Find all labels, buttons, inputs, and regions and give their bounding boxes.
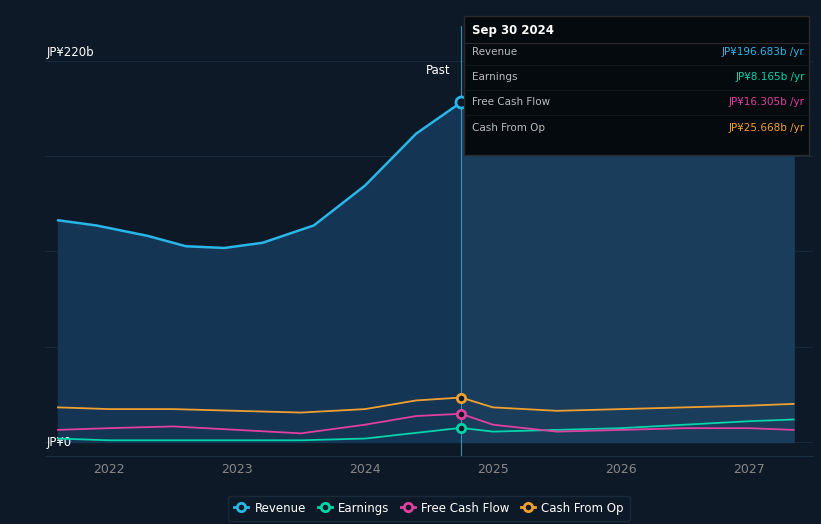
Text: JP¥16.305b /yr: JP¥16.305b /yr (728, 97, 805, 107)
Text: Earnings: Earnings (472, 72, 517, 82)
Text: Sep 30 2024: Sep 30 2024 (472, 24, 554, 37)
Text: JP¥0: JP¥0 (47, 435, 71, 449)
Text: Past: Past (426, 64, 451, 78)
Text: JP¥8.165b /yr: JP¥8.165b /yr (735, 72, 805, 82)
Text: JP¥220b: JP¥220b (47, 46, 94, 59)
Legend: Revenue, Earnings, Free Cash Flow, Cash From Op: Revenue, Earnings, Free Cash Flow, Cash … (228, 496, 630, 521)
Text: Revenue: Revenue (472, 47, 517, 57)
Text: JP¥25.668b /yr: JP¥25.668b /yr (728, 123, 805, 133)
Text: Cash From Op: Cash From Op (472, 123, 545, 133)
Text: JP¥196.683b /yr: JP¥196.683b /yr (722, 47, 805, 57)
Text: Analysts Forecasts: Analysts Forecasts (471, 64, 581, 78)
Text: Free Cash Flow: Free Cash Flow (472, 97, 550, 107)
